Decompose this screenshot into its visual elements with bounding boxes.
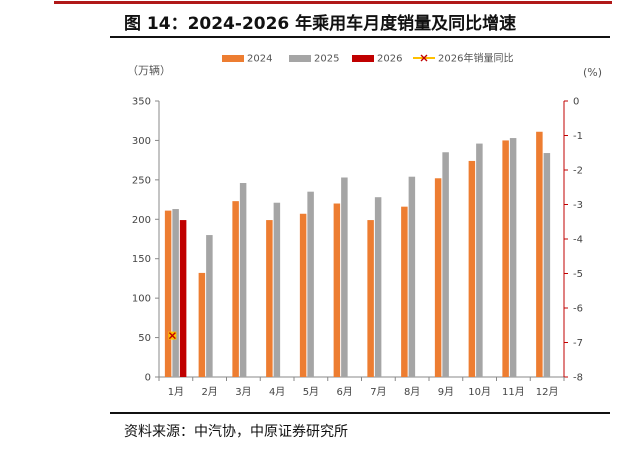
x-tick-label: 4月	[269, 386, 285, 398]
bar-2025	[341, 177, 348, 377]
x-tick-label: 8月	[404, 386, 420, 398]
bar-2025	[543, 153, 551, 377]
right-tick-label: -1	[573, 131, 583, 142]
bar-2024	[198, 272, 206, 377]
right-tick-label: -3	[573, 200, 583, 211]
legend-swatch	[289, 55, 311, 62]
bar-2025	[239, 183, 247, 377]
legend-label: 2026	[377, 54, 402, 65]
bar-2024	[232, 201, 239, 377]
bar-2025	[307, 191, 314, 377]
left-tick-label: 300	[132, 136, 151, 147]
right-tick-label: -5	[573, 269, 583, 280]
right-tick-label: -6	[573, 304, 583, 315]
x-tick-label: 11月	[502, 386, 525, 398]
bar-2024	[266, 220, 273, 377]
bar-2024	[164, 210, 172, 377]
left-tick-label: 50	[138, 333, 151, 344]
left-tick-label: 250	[132, 175, 151, 186]
bottom-rule	[110, 412, 610, 414]
bar-2024	[536, 131, 543, 377]
right-tick-label: -8	[573, 373, 583, 384]
bar-2025	[442, 152, 449, 377]
legend-label: 2025	[314, 54, 339, 65]
x-tick-label: 5月	[303, 386, 319, 398]
x-tick-label: 1月	[168, 386, 184, 398]
bar-2025	[273, 202, 281, 377]
x-tick-label: 3月	[235, 386, 251, 398]
right-tick-label: 0	[573, 97, 579, 108]
x-tick-label: 2月	[201, 386, 217, 398]
bar-2024	[333, 203, 341, 377]
top-accent-rule	[54, 1, 612, 4]
right-tick-label: -7	[573, 338, 583, 349]
x-tick-label: 10月	[468, 386, 491, 398]
x-tick-label: 12月	[536, 386, 559, 398]
legend-label: 2024	[247, 54, 272, 65]
legend-swatch	[352, 55, 374, 62]
x-tick-label: 6月	[336, 386, 352, 398]
bar-2025	[509, 138, 517, 377]
bar-2024	[502, 140, 509, 377]
bar-2025	[206, 235, 213, 377]
bar-2024	[468, 160, 476, 377]
bar-2024	[299, 213, 307, 377]
source-note: 资料来源：中汽协，中原证券研究所	[124, 424, 348, 440]
x-tick-label: 7月	[370, 386, 386, 398]
title-rule	[110, 36, 610, 38]
bar-2024	[434, 178, 442, 377]
bar-2025	[172, 209, 179, 377]
bar-2025	[476, 143, 483, 377]
right-tick-label: -2	[573, 166, 583, 177]
right-axis-unit: (%)	[583, 66, 602, 79]
figure-title: 图 14：2024-2026 年乘用车月度销量及同比增速	[124, 14, 517, 34]
bar-2025	[408, 176, 416, 377]
x-tick-label: 9月	[438, 386, 454, 398]
legend-label: 2026年销量同比	[438, 52, 513, 65]
bar-2024	[401, 206, 408, 377]
right-tick-label: -4	[573, 235, 583, 246]
left-tick-label: 150	[132, 254, 151, 265]
left-tick-label: 350	[132, 97, 151, 108]
legend-swatch-marker	[420, 54, 428, 62]
bar-2025	[374, 197, 382, 377]
bar-2026	[179, 220, 187, 377]
left-tick-label: 0	[145, 373, 151, 384]
left-tick-label: 100	[132, 294, 151, 305]
legend-swatch	[222, 55, 244, 62]
bar-2024	[367, 220, 374, 377]
left-tick-label: 200	[132, 215, 151, 226]
yoy-marker	[168, 332, 176, 340]
left-axis-unit: （万辆）	[127, 63, 171, 77]
